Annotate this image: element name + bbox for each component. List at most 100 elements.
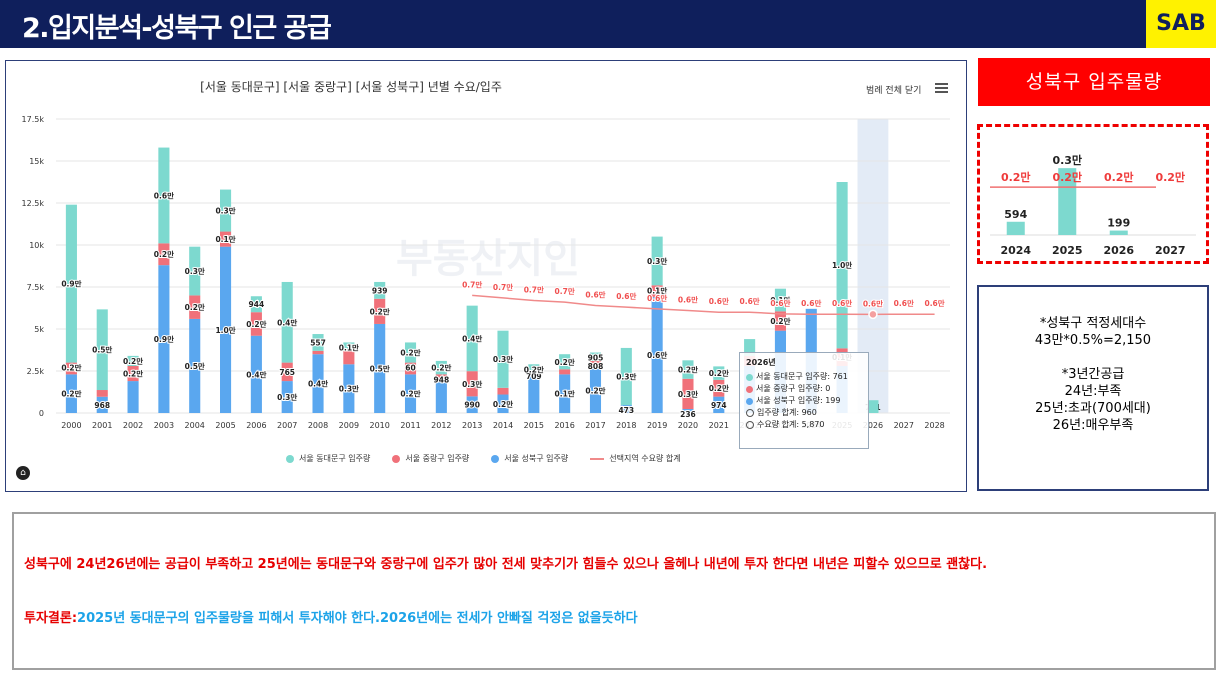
bar-segment [836, 182, 848, 349]
bar-segment [682, 409, 694, 413]
bar-segment [528, 376, 540, 413]
info-line: *3년간공급 [1061, 367, 1125, 382]
bar-label: 0.3만 [185, 266, 205, 276]
y-tick-label: 7.5k [27, 283, 45, 292]
menu-icon[interactable] [935, 83, 948, 93]
bar-segment [96, 396, 108, 413]
bar-segment [774, 288, 786, 312]
bar-label: 557 [310, 338, 326, 347]
bar-segment [404, 362, 417, 375]
line-label: 0.6만 [709, 296, 729, 306]
bar-label: 236 [680, 410, 696, 419]
x-tick-label: 2026 [863, 421, 883, 430]
bar-segment [620, 347, 632, 406]
bar-label: 0.3만 [277, 392, 297, 402]
bar-segment [343, 364, 355, 413]
bar-label: 948 [434, 375, 450, 384]
bar-segment [497, 387, 509, 395]
bar-segment [528, 371, 540, 377]
bar-label: 0.1만 [647, 285, 667, 295]
legend-item-jungnang[interactable]: 서울 중랑구 입주량 [392, 453, 469, 464]
bar-label: 0.2만 [185, 302, 205, 312]
bar-label: 0.3만 [493, 354, 513, 364]
bar-label: 0.2만 [770, 316, 790, 326]
bar-segment [127, 355, 139, 366]
bar-segment [220, 246, 232, 413]
mini-chart-box: 594 2024 0.3만 2025 199 2026 2027 0.2만 0.2만 0.2만 0.… [977, 124, 1209, 264]
bar-segment [312, 350, 324, 355]
legend-toggle-button[interactable]: 범례 전체 닫기 [866, 86, 922, 96]
bar-segment [158, 243, 170, 266]
bar-segment [559, 369, 571, 375]
comment-paragraph: 성북구에 24년26년에는 공급이 부족하고 25년에는 동대문구와 중랑구에 … [24, 557, 988, 572]
x-tick-label: 2008 [308, 421, 328, 430]
bar-segment [435, 377, 447, 413]
bar-segment [435, 360, 447, 375]
info-line: 43만*0.5%=2,150 [1034, 333, 1152, 348]
bar-segment [682, 378, 694, 410]
line-label: 0.6만 [894, 298, 914, 308]
bar-segment [497, 330, 509, 388]
bar-segment [404, 374, 417, 413]
x-tick-label: 2015 [524, 421, 544, 430]
line-label: 0.6만 [832, 298, 852, 308]
bar-label: 0.3만 [215, 206, 235, 216]
bar-segment [466, 396, 478, 413]
bar-segment [713, 396, 725, 413]
bar-segment [96, 309, 108, 391]
x-tick-label: 2017 [585, 421, 605, 430]
x-tick-label: 2006 [246, 421, 266, 430]
bar-segment [404, 342, 417, 363]
tooltip-row: 서울 성북구 입주량: 199 [746, 395, 862, 407]
comment-box: 성북구에 24년26년에는 공급이 부족하고 25년에는 동대문구와 중랑구에 … [12, 512, 1216, 670]
bar-segment [559, 374, 571, 413]
bar-segment [466, 371, 478, 397]
legend-dot [491, 454, 500, 463]
bar-label: 0.5만 [370, 363, 390, 373]
legend-dot [286, 454, 294, 463]
legend-label: 서울 성북구 입주량 [504, 454, 569, 463]
bar-label: 974 [711, 401, 727, 410]
bar-segment [651, 285, 663, 298]
legend-item-demand[interactable]: 선택지역 수요량 합계 [590, 453, 681, 464]
bar-label: 0.4만 [801, 298, 821, 308]
x-tick-label: 2012 [431, 421, 451, 430]
x-tick-label: 2011 [400, 421, 420, 430]
bar-label: 0.1만 [215, 234, 235, 244]
chart-title: [서울 동대문구] [서울 중랑구] [서울 성북구] 년별 수요/입주 [200, 80, 502, 94]
x-tick-label: 2010 [370, 421, 390, 430]
bar-label: 0.2만 [709, 368, 729, 378]
bar-segment [96, 390, 108, 397]
bar-segment [589, 360, 602, 368]
mini-bar [1058, 168, 1077, 235]
bar-segment [312, 334, 324, 351]
tooltip-row: 서울 중랑구 입주량: 0 [746, 383, 862, 395]
info-line: 24년:부족 [1064, 384, 1122, 399]
line-label: 0.6만 [678, 295, 698, 305]
bar-label: 0.1만 [339, 342, 359, 352]
bar-label: 0.3만 [462, 379, 482, 389]
bar-label: 0.2만 [493, 399, 513, 409]
bar-label: 0.3만 [616, 371, 636, 381]
home-icon[interactable]: ⌂ [16, 466, 30, 480]
bar-label: 0.2만 [524, 364, 544, 374]
bar-segment [435, 374, 447, 378]
y-tick-label: 17.5k [22, 115, 45, 124]
bar-segment [189, 246, 201, 296]
conclusion-paragraph: 투자결론:2025년 동대문구의 입주물량을 피해서 투자해야 한다.2026년… [24, 610, 1204, 627]
mini-demand-label: 0.2만 [1052, 170, 1082, 184]
bar-label: 0.5만 [92, 345, 112, 355]
bar-segment [589, 352, 602, 361]
bar-segment [158, 147, 170, 244]
legend-item-seongbuk[interactable]: 서울 성북구 입주량 [491, 453, 568, 464]
bar-segment [220, 231, 232, 247]
legend-item-dongdaemun[interactable]: 서울 동대문구 입주량 [286, 453, 370, 464]
bar-segment [65, 362, 77, 375]
bar-label: 944 [249, 300, 265, 309]
bar-label: 0.2만 [123, 369, 143, 379]
mini-x-label: 2025 [1052, 244, 1083, 257]
info-line [979, 349, 1207, 366]
legend-dot [392, 454, 401, 463]
bar-segment [343, 342, 355, 351]
info-box: *성북구 적정세대수 43만*0.5%=2,150 *3년간공급 24년:부족 … [977, 285, 1209, 491]
